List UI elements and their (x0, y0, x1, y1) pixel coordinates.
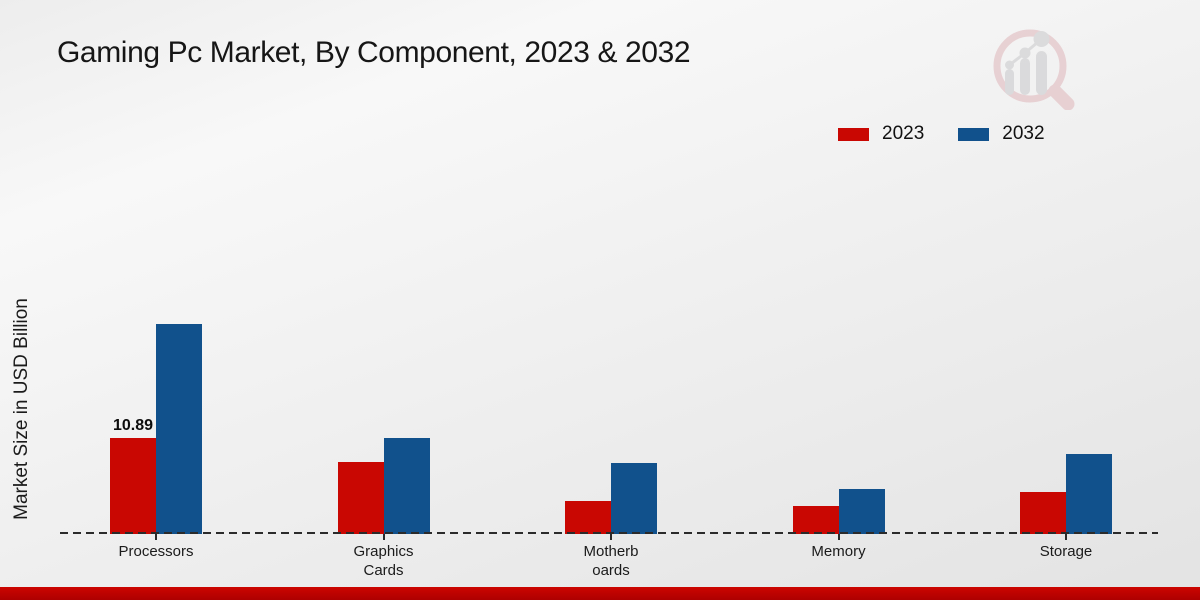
category-label-line: Cards (363, 562, 404, 579)
category-label-processors: Processors (81, 542, 231, 561)
legend-item-2032: 2032 (958, 123, 1045, 145)
legend-swatch-icon (958, 127, 990, 141)
chart-title: Gaming Pc Market, By Component, 2023 & 2… (57, 36, 691, 69)
category-tick (382, 534, 385, 540)
bar-2023-memory (792, 506, 839, 534)
category-label-storage: Storage (991, 542, 1141, 561)
bar-2032-processors (156, 324, 202, 534)
x-axis-baseline (60, 532, 1158, 534)
category-label-memory: Memory (764, 542, 914, 561)
category-tick (1065, 534, 1067, 540)
bar-2023-graphics-cards (337, 462, 384, 534)
bar-2023-motherboards (565, 501, 611, 534)
category-tick (155, 534, 157, 540)
category-tick (837, 534, 840, 540)
category-label-motherboards: Motherb oards (536, 542, 686, 580)
magnifier-bar-chart-watermark-icon (993, 29, 1075, 110)
category-label-line: Storage (1039, 543, 1093, 560)
footer-bar (0, 587, 1200, 600)
legend-label: 2023 (882, 123, 925, 144)
category-label-line: oards (592, 562, 630, 579)
bar-2032-memory (838, 489, 885, 534)
legend: 2023 2032 (838, 123, 1045, 145)
legend-label: 2032 (1002, 123, 1045, 144)
bar-2032-graphics-cards (383, 438, 430, 534)
category-tick (610, 534, 612, 540)
category-label-line: Processors (118, 543, 194, 560)
bar-2023-processors (110, 438, 156, 534)
bar-value-label: 10.89 (112, 417, 154, 434)
category-label-line: Motherb (583, 543, 639, 560)
bar-2023-storage (1020, 492, 1066, 534)
category-label-graphics-cards: Graphics Cards (309, 542, 459, 580)
y-axis-title: Market Size in USD Billion (11, 298, 32, 520)
legend-item-2023: 2023 (838, 123, 924, 145)
legend-swatch-icon (838, 127, 869, 141)
category-label-line: Memory (811, 543, 866, 560)
category-label-line: Graphics (353, 543, 414, 560)
bar-2032-storage (1066, 454, 1112, 534)
bar-2032-motherboards (611, 463, 657, 534)
